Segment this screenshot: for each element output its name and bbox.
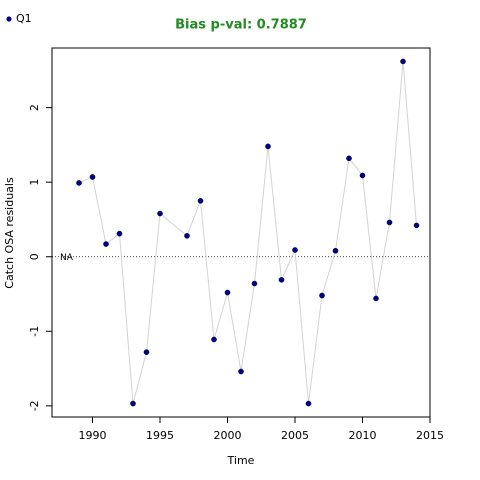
x-tick-label: 2005: [281, 429, 309, 442]
data-point: [197, 198, 204, 204]
y-axis-label: Catch OSA residuals: [3, 177, 16, 289]
data-point: [319, 292, 325, 299]
data-point: [305, 400, 312, 407]
data-point: [103, 241, 109, 247]
data-point: [130, 400, 136, 407]
x-tick-label: 1995: [146, 429, 174, 442]
plot-frame: [51, 47, 431, 418]
data-point: [143, 349, 150, 355]
data-point: [116, 230, 123, 237]
data-point: [400, 58, 406, 65]
y-tick-label: -1: [28, 326, 41, 337]
y-tick-label: 0: [28, 253, 41, 260]
data-point: [76, 180, 82, 186]
series-line: [78, 61, 417, 404]
data-point: [346, 155, 352, 162]
x-tick-label: 2015: [416, 429, 444, 442]
y-tick-label: 2: [28, 104, 41, 111]
data-point: [373, 295, 379, 302]
x-tick-label: 2010: [349, 429, 377, 442]
x-tick-label: 2000: [214, 429, 242, 442]
x-tick-label: 1990: [79, 429, 107, 442]
data-point: [211, 336, 217, 343]
data-point: [265, 143, 271, 150]
data-point: [359, 172, 366, 179]
data-point: [332, 247, 339, 254]
x-axis-label: Time: [227, 454, 255, 467]
data-point: [157, 210, 163, 217]
data-point: [251, 280, 258, 287]
data-point: [278, 277, 285, 283]
legend-marker: [6, 16, 12, 22]
data-point: [292, 247, 298, 253]
data-point: [224, 289, 231, 296]
chart-title: Bias p-val: 0.7887: [175, 18, 307, 33]
data-point: [184, 233, 190, 239]
annotation: NA: [60, 253, 74, 263]
y-tick-label: -2: [28, 400, 41, 411]
data-point: [238, 368, 244, 375]
data-point: [413, 222, 420, 229]
y-tick-label: 1: [28, 179, 41, 186]
legend-label: Q1: [16, 12, 32, 25]
data-point: [89, 174, 96, 180]
data-point: [386, 219, 393, 226]
